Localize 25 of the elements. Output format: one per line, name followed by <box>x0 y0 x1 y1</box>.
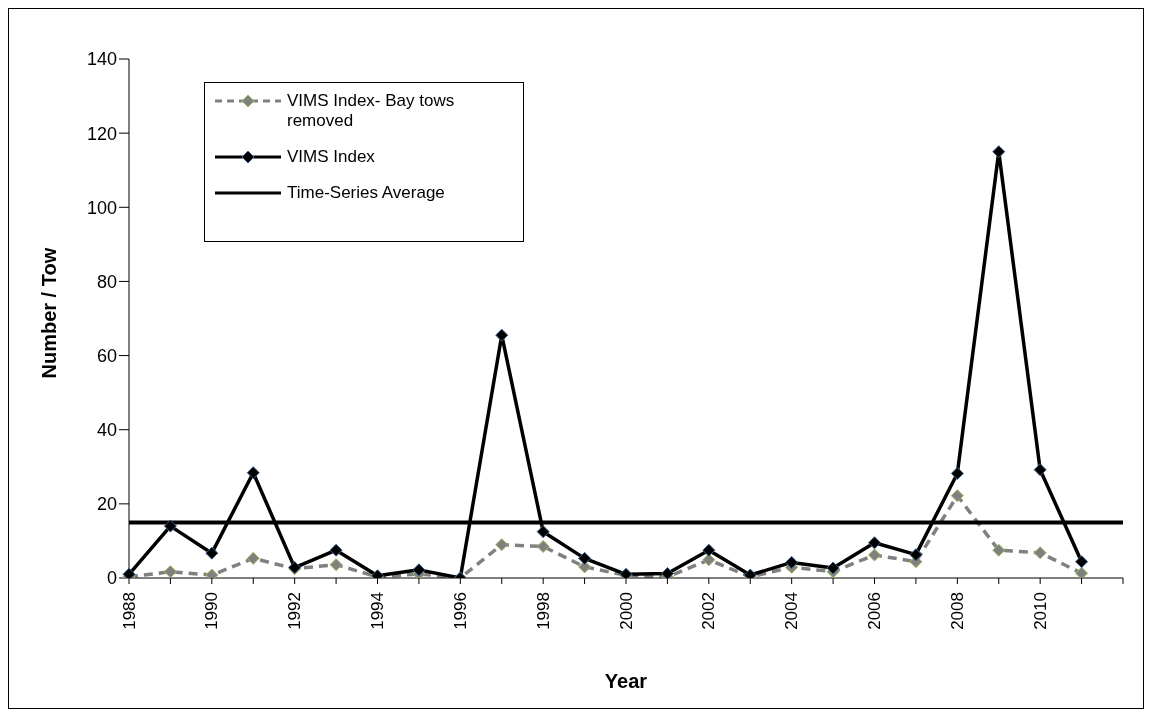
y-tick-label: 80 <box>96 271 117 292</box>
y-tick-label: 100 <box>86 197 117 218</box>
x-tick-label: 1994 <box>368 592 387 630</box>
x-tick-label: 2000 <box>616 592 636 630</box>
x-tick-label: 1992 <box>285 592 305 630</box>
y-tick-label: 60 <box>96 345 117 366</box>
legend-label: VIMS Index- Bay tows removed <box>287 91 456 131</box>
x-tick-label: 2008 <box>947 592 967 630</box>
x-tick-label: 1998 <box>533 592 553 630</box>
x-tick-label: 2004 <box>782 592 802 630</box>
y-tick-label: 0 <box>106 568 117 589</box>
x-tick-label: 2010 <box>1030 592 1050 630</box>
y-tick-label: 20 <box>96 494 117 515</box>
x-tick-label: 1988 <box>119 592 139 630</box>
x-tick-label: 2006 <box>865 592 884 630</box>
y-tick-label: 140 <box>86 49 117 70</box>
legend-label: Time-Series Average <box>287 183 445 203</box>
x-tick-label: 1990 <box>202 592 222 630</box>
x-axis-title: Year <box>604 670 648 692</box>
x-tick-label: 2002 <box>699 592 719 630</box>
x-tick-label: 1996 <box>450 592 470 630</box>
y-axis-title: Number / Tow <box>38 247 61 379</box>
y-tick-label: 40 <box>96 420 117 441</box>
legend-label: VIMS Index <box>287 147 375 167</box>
y-tick-label: 120 <box>86 123 117 144</box>
